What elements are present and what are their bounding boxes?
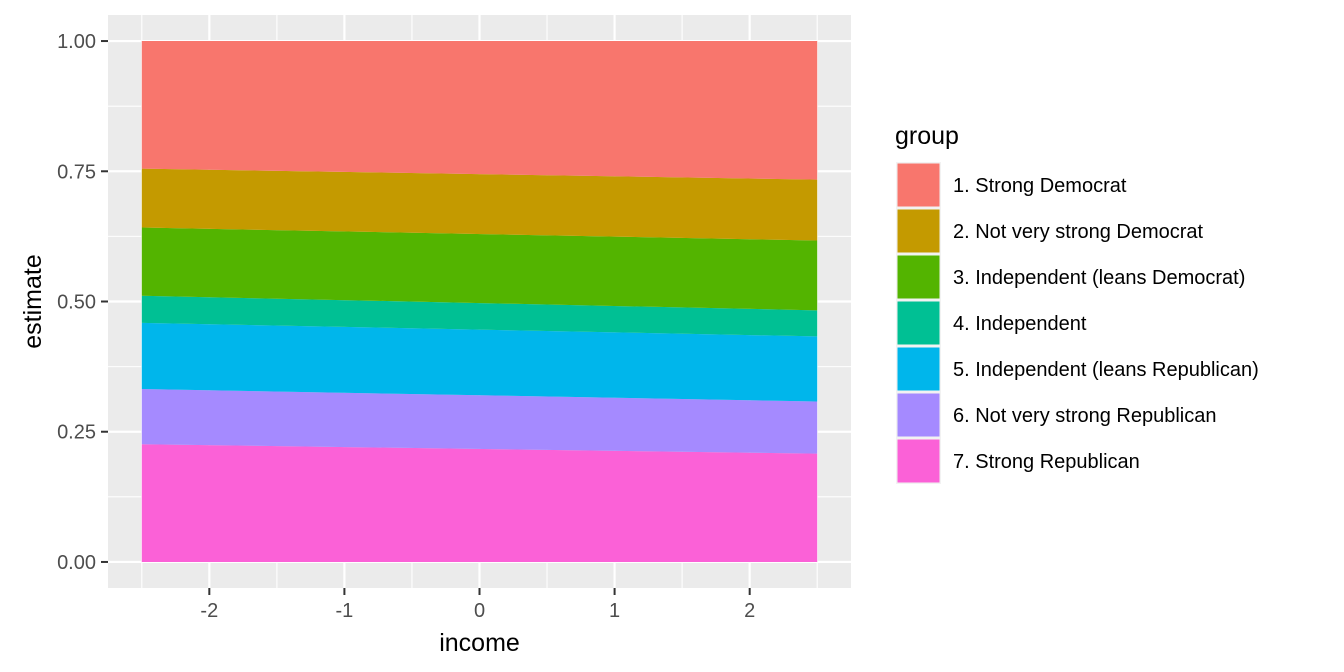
legend-key-swatch xyxy=(897,255,940,299)
legend-label: 3. Independent (leans Democrat) xyxy=(953,267,1245,289)
legend-title: group xyxy=(895,122,959,150)
x-axis-title: income xyxy=(439,629,520,657)
x-tick-label: -2 xyxy=(200,600,218,622)
y-tick-label: 0.75 xyxy=(57,161,96,183)
y-tick-label: 1.00 xyxy=(57,31,96,53)
legend-label: 4. Independent xyxy=(953,313,1087,335)
legend-key-swatch xyxy=(897,347,940,391)
area-7-strong-republican xyxy=(141,444,818,562)
legend-key-swatch xyxy=(897,163,940,207)
legend-key-swatch xyxy=(897,301,940,345)
y-tick-label: 0.00 xyxy=(57,552,96,574)
area-series xyxy=(141,41,818,562)
area-5-independent-leans-republican xyxy=(141,322,818,402)
x-axis: -2 -1 0 1 2 xyxy=(200,588,755,622)
area-6-not-very-strong-republican xyxy=(141,389,818,454)
legend-label: 6. Not very strong Republican xyxy=(953,405,1216,427)
legend-label: 1. Strong Democrat xyxy=(953,175,1127,197)
legend-key-swatch xyxy=(897,439,940,483)
area-2-not-very-strong-democrat xyxy=(141,168,818,241)
legend-label: 2. Not very strong Democrat xyxy=(953,221,1204,243)
y-tick-label: 0.50 xyxy=(57,292,96,314)
y-axis: 0.00 0.25 0.50 0.75 1.00 xyxy=(57,31,108,574)
legend-label: 7. Strong Republican xyxy=(953,451,1140,473)
y-tick-label: 0.25 xyxy=(57,422,96,444)
x-tick-label: 1 xyxy=(609,600,620,622)
x-tick-label: 2 xyxy=(744,600,755,622)
x-tick-label: 0 xyxy=(474,600,485,622)
y-axis-title: estimate xyxy=(19,254,47,348)
legend-key-swatch xyxy=(897,393,940,437)
area-3-independent-leans-democrat xyxy=(141,227,818,311)
area-1-strong-democrat xyxy=(141,41,818,180)
area-4-independent xyxy=(141,295,818,337)
legend-key-swatch xyxy=(897,209,940,253)
legend-label: 5. Independent (leans Republican) xyxy=(953,359,1259,381)
legend: group 1. Strong Democrat 2. Not very stro… xyxy=(895,122,1259,484)
x-tick-label: -1 xyxy=(336,600,354,622)
